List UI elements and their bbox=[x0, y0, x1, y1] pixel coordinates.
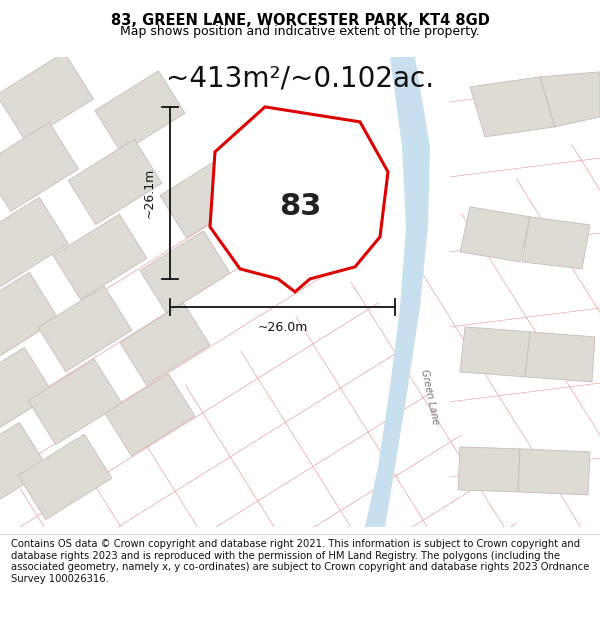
Text: Contains OS data © Crown copyright and database right 2021. This information is : Contains OS data © Crown copyright and d… bbox=[11, 539, 589, 584]
Polygon shape bbox=[540, 72, 600, 127]
Polygon shape bbox=[53, 214, 147, 299]
Text: ~26.0m: ~26.0m bbox=[257, 321, 308, 334]
Polygon shape bbox=[522, 217, 590, 269]
Text: ~413m²/~0.102ac.: ~413m²/~0.102ac. bbox=[166, 65, 434, 93]
Text: 83, GREEN LANE, WORCESTER PARK, KT4 8GD: 83, GREEN LANE, WORCESTER PARK, KT4 8GD bbox=[110, 12, 490, 28]
Text: ~26.1m: ~26.1m bbox=[143, 168, 156, 218]
Polygon shape bbox=[18, 434, 112, 519]
Polygon shape bbox=[68, 139, 162, 224]
Polygon shape bbox=[105, 374, 195, 456]
Polygon shape bbox=[0, 52, 94, 141]
Text: Map shows position and indicative extent of the property.: Map shows position and indicative extent… bbox=[120, 26, 480, 39]
Text: 83: 83 bbox=[279, 192, 321, 221]
Polygon shape bbox=[0, 348, 53, 436]
Polygon shape bbox=[28, 359, 122, 444]
Polygon shape bbox=[0, 122, 79, 211]
Polygon shape bbox=[210, 107, 388, 292]
Polygon shape bbox=[160, 156, 250, 238]
Polygon shape bbox=[140, 231, 230, 313]
Polygon shape bbox=[0, 272, 58, 361]
Polygon shape bbox=[525, 332, 595, 382]
Polygon shape bbox=[225, 132, 340, 222]
Polygon shape bbox=[458, 447, 520, 492]
Polygon shape bbox=[518, 449, 590, 495]
Text: Green Lane: Green Lane bbox=[419, 368, 441, 426]
Polygon shape bbox=[0, 198, 68, 286]
Polygon shape bbox=[460, 327, 530, 377]
Polygon shape bbox=[95, 71, 185, 153]
Polygon shape bbox=[0, 422, 49, 511]
Polygon shape bbox=[470, 77, 555, 137]
Polygon shape bbox=[120, 302, 210, 385]
Polygon shape bbox=[38, 286, 132, 372]
Polygon shape bbox=[365, 57, 430, 527]
Polygon shape bbox=[460, 207, 530, 262]
